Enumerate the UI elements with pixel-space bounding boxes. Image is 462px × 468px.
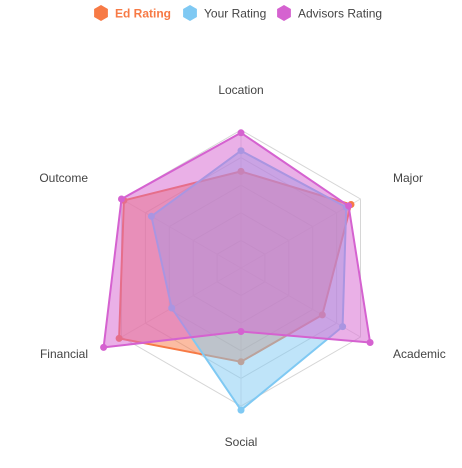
legend-hexagon-icon [94,5,108,21]
legend: Ed Rating Your Rating Advisors Rating [94,5,382,21]
legend-label: Your Rating [204,7,266,21]
axis-label-outcome: Outcome [39,171,88,185]
series-area [102,131,372,349]
data-point[interactable] [237,406,245,414]
series-layer [100,129,374,414]
data-point[interactable] [118,195,125,203]
legend-hexagon-icon [277,5,291,21]
legend-item-your-rating[interactable]: Your Rating [183,5,266,21]
data-point[interactable] [237,328,245,335]
data-point[interactable] [100,343,108,351]
legend-item-advisors-rating[interactable]: Advisors Rating [277,5,382,21]
axis-label-financial: Financial [40,347,88,361]
data-point[interactable] [366,339,374,346]
data-point[interactable] [345,202,353,210]
axis-label-major: Major [393,171,423,185]
axis-label-academic: Academic [393,347,446,361]
axis-label-social: Social [225,435,258,449]
series-advisors-rating [100,129,374,351]
legend-hexagon-icon [183,5,197,21]
axis-labels: Location Major Academic Social Financial Outc… [39,83,445,449]
axis-label-location: Location [218,83,263,97]
legend-item-ed-rating[interactable]: Ed Rating [94,5,171,21]
data-point[interactable] [237,129,245,137]
legend-label: Advisors Rating [298,7,382,21]
legend-label: Ed Rating [115,7,171,21]
